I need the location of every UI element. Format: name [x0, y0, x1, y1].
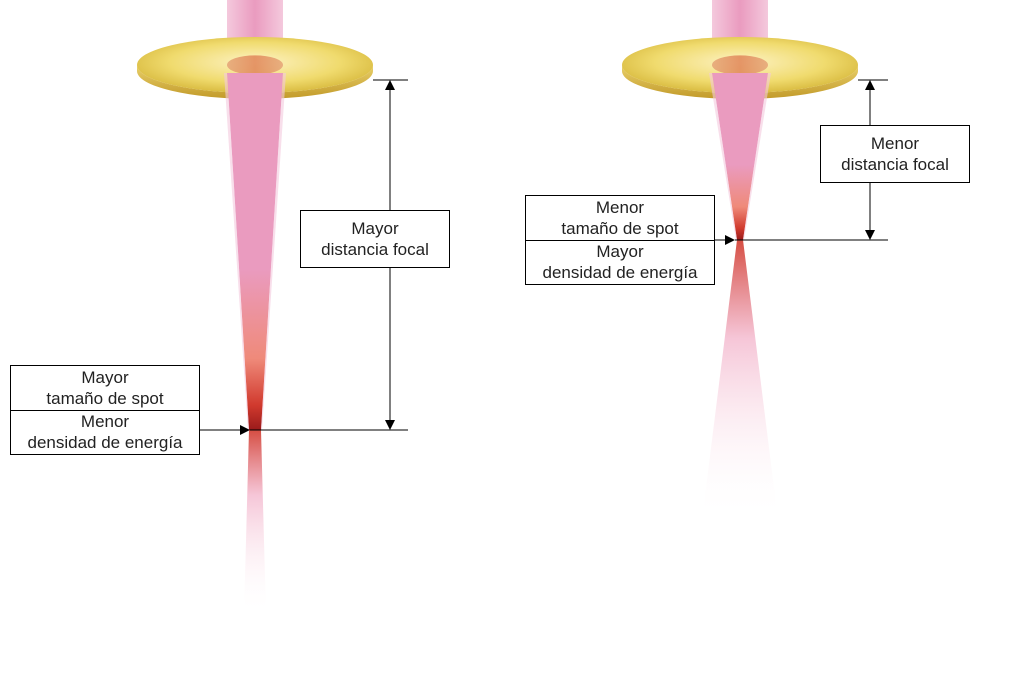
diagram-svg	[0, 0, 1024, 680]
left-spot-label: Mayortamaño de spotMenordensidad de ener…	[10, 365, 200, 455]
right-spot-label: Menortamaño de spotMayordensidad de ener…	[525, 195, 715, 285]
focal-length-comparison-diagram: { "canvas":{"w":1024,"h":680,"bg":"#ffff…	[0, 0, 1024, 680]
left-focal-length-label: Mayordistancia focal	[300, 210, 450, 268]
right-focal-length-label: Menordistancia focal	[820, 125, 970, 183]
